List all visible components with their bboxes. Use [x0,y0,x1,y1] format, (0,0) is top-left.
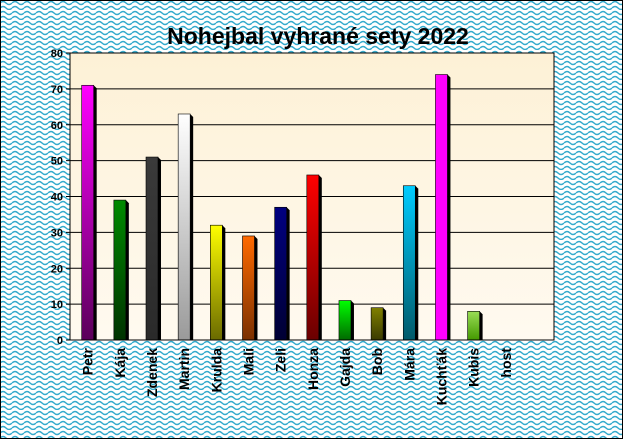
bar-8 [338,300,352,341]
bar-shadow-10 [415,185,419,340]
bar-shadow-2 [158,157,162,340]
bar-shadow-6 [286,207,290,340]
x-tick-label-4: Krulda [208,348,224,393]
bar-11 [435,74,448,341]
bar-4 [210,224,223,341]
y-tick-label-80: 80 [51,48,63,60]
y-tick-label-20: 20 [51,263,63,275]
y-tick-label-30: 30 [51,227,63,239]
x-tick-label-8: Gajda [337,348,353,387]
x-tick-label-6: Zeli [273,348,289,372]
bar-10 [402,185,416,341]
chart-title: Nohejbal vyhrané sety 2022 [167,23,469,49]
bar-shadow-7 [318,174,322,340]
bar-shadow-1 [125,200,129,340]
bar-shadow-5 [254,235,258,340]
bars [81,74,483,341]
bar-shadow-9 [383,307,387,340]
bar-1 [113,199,127,341]
x-tick-label-10: Mára [401,348,417,381]
bar-9 [370,307,384,341]
x-tick-label-5: Mali [240,348,256,375]
x-tick-label-13: host [498,348,514,378]
y-tick-label-50: 50 [51,156,63,168]
bar-6 [274,206,287,341]
bar-shadow-12 [479,311,483,340]
x-tick-label-9: Bob [369,348,385,375]
x-axis-tick-labels: Petr Kája Zdenek Martin Krulda Mali Zeli Honza G… [80,347,514,405]
x-tick-label-7: Honza [305,348,321,390]
bar-shadow-4 [222,225,226,340]
x-tick-label-2: Zdenek [144,348,160,397]
bar-shadow-0 [93,85,97,340]
bar-7 [306,174,320,341]
bar-shadow-8 [350,300,354,340]
y-tick-label-70: 70 [51,84,63,96]
x-tick-label-11: Kuchťák [433,348,449,405]
y-tick-label-40: 40 [51,192,63,204]
x-tick-label-0: Petr [80,347,96,375]
bar-5 [242,235,255,341]
x-tick-label-12: Kubis [466,348,482,387]
y-tick-label-10: 10 [51,299,63,311]
bar-12 [467,310,480,341]
y-tick-label-60: 60 [51,120,63,132]
bar-0 [81,84,94,341]
y-tick-label-0: 0 [57,335,63,347]
x-tick-label-3: Martin [176,348,192,390]
bar-3 [177,113,191,341]
bar-shadow-11 [447,74,451,341]
bar-shadow-3 [190,113,194,340]
bar-2 [145,156,159,341]
x-tick-label-1: Kája [112,348,128,378]
y-axis-tick-labels: 0 10 20 30 40 50 60 70 80 [51,48,70,347]
